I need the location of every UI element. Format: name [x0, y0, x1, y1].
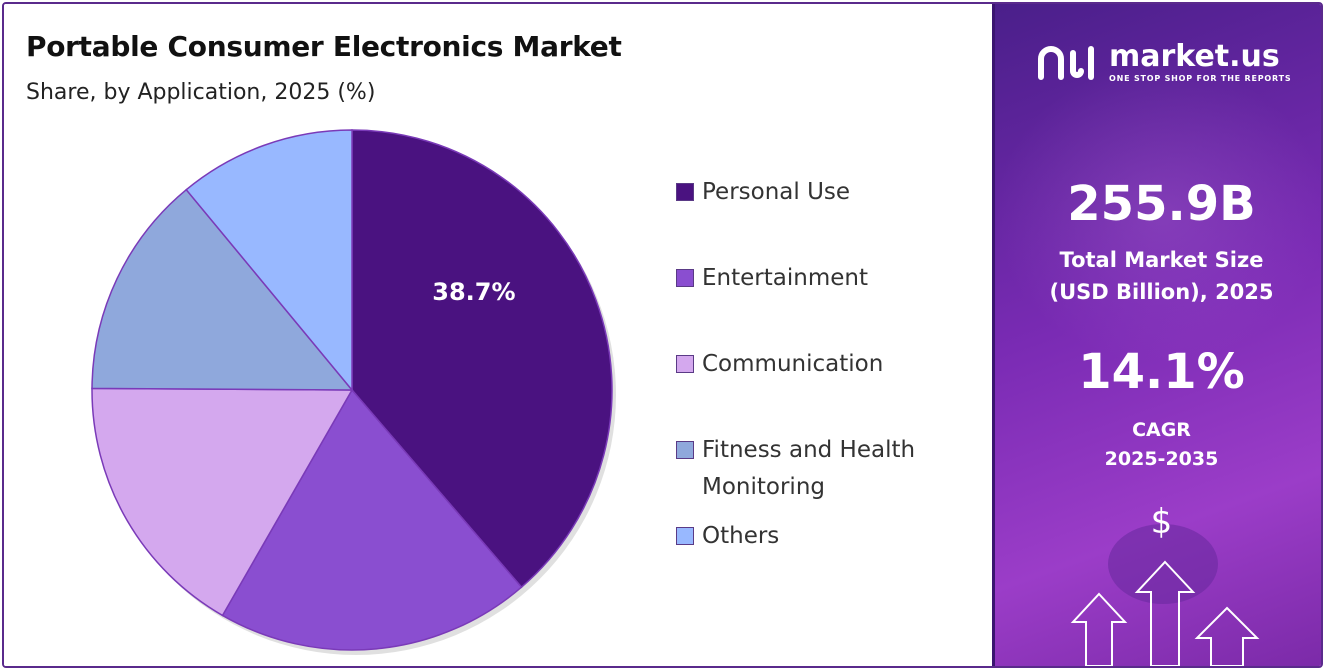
- legend-label: Entertainment: [702, 265, 868, 291]
- pie-slice-entertainment: [221, 388, 523, 651]
- market-size-label-line2: (USD Billion), 2025: [1049, 280, 1274, 304]
- legend-label: Others: [702, 523, 780, 549]
- legend-label: Communication: [702, 351, 884, 377]
- brand-tagline: ONE STOP SHOP FOR THE REPORTS: [1109, 74, 1292, 83]
- pie-slice-fitness-and-health-monitoring: [91, 188, 354, 391]
- legend-swatch: [676, 441, 694, 459]
- market-us-logo-icon: [1038, 45, 1094, 80]
- legend-swatch: [676, 269, 694, 287]
- legend-swatch: [676, 183, 694, 201]
- cagr-period: 2025-2035: [1104, 448, 1219, 470]
- legend-item: Personal Use: [676, 174, 952, 211]
- legend-item: Fitness and Health Monitoring: [676, 432, 952, 506]
- chart-panel: Portable Consumer Electronics Market Sha…: [4, 4, 992, 666]
- market-size-label-line1: Total Market Size: [1059, 248, 1264, 272]
- legend-item: Others: [676, 518, 952, 555]
- brand-logo-block: market.us ONE STOP SHOP FOR THE REPORTS: [1035, 42, 1291, 83]
- legend-swatch: [676, 355, 694, 373]
- pie-slice-communication: [91, 387, 354, 617]
- growth-arrows-illustration: [995, 64, 1321, 666]
- legend-swatch: [676, 527, 694, 545]
- cagr-label: CAGR: [1132, 419, 1191, 441]
- market-size-value: 255.9B: [1067, 176, 1256, 232]
- legend-label: Fitness and Health Monitoring: [702, 437, 916, 500]
- chart-title: Portable Consumer Electronics Market: [26, 30, 622, 63]
- legend-item: Communication: [676, 346, 952, 383]
- chart-subtitle: Share, by Application, 2025 (%): [26, 80, 376, 105]
- brand-name: market.us: [1109, 39, 1280, 74]
- legend-label: Personal Use: [702, 179, 851, 205]
- pie-data-label: 38.7%: [432, 278, 515, 306]
- stats-panel: market.us ONE STOP SHOP FOR THE REPORTS …: [992, 4, 1321, 666]
- pie-slice-personal-use: [351, 129, 613, 589]
- cagr-value: 14.1%: [1078, 344, 1245, 400]
- dollar-sign-icon: $: [1150, 502, 1173, 542]
- pie-chart: 38.7%: [91, 129, 616, 655]
- legend-item: Entertainment: [676, 260, 952, 297]
- pie-slice-others: [185, 129, 353, 393]
